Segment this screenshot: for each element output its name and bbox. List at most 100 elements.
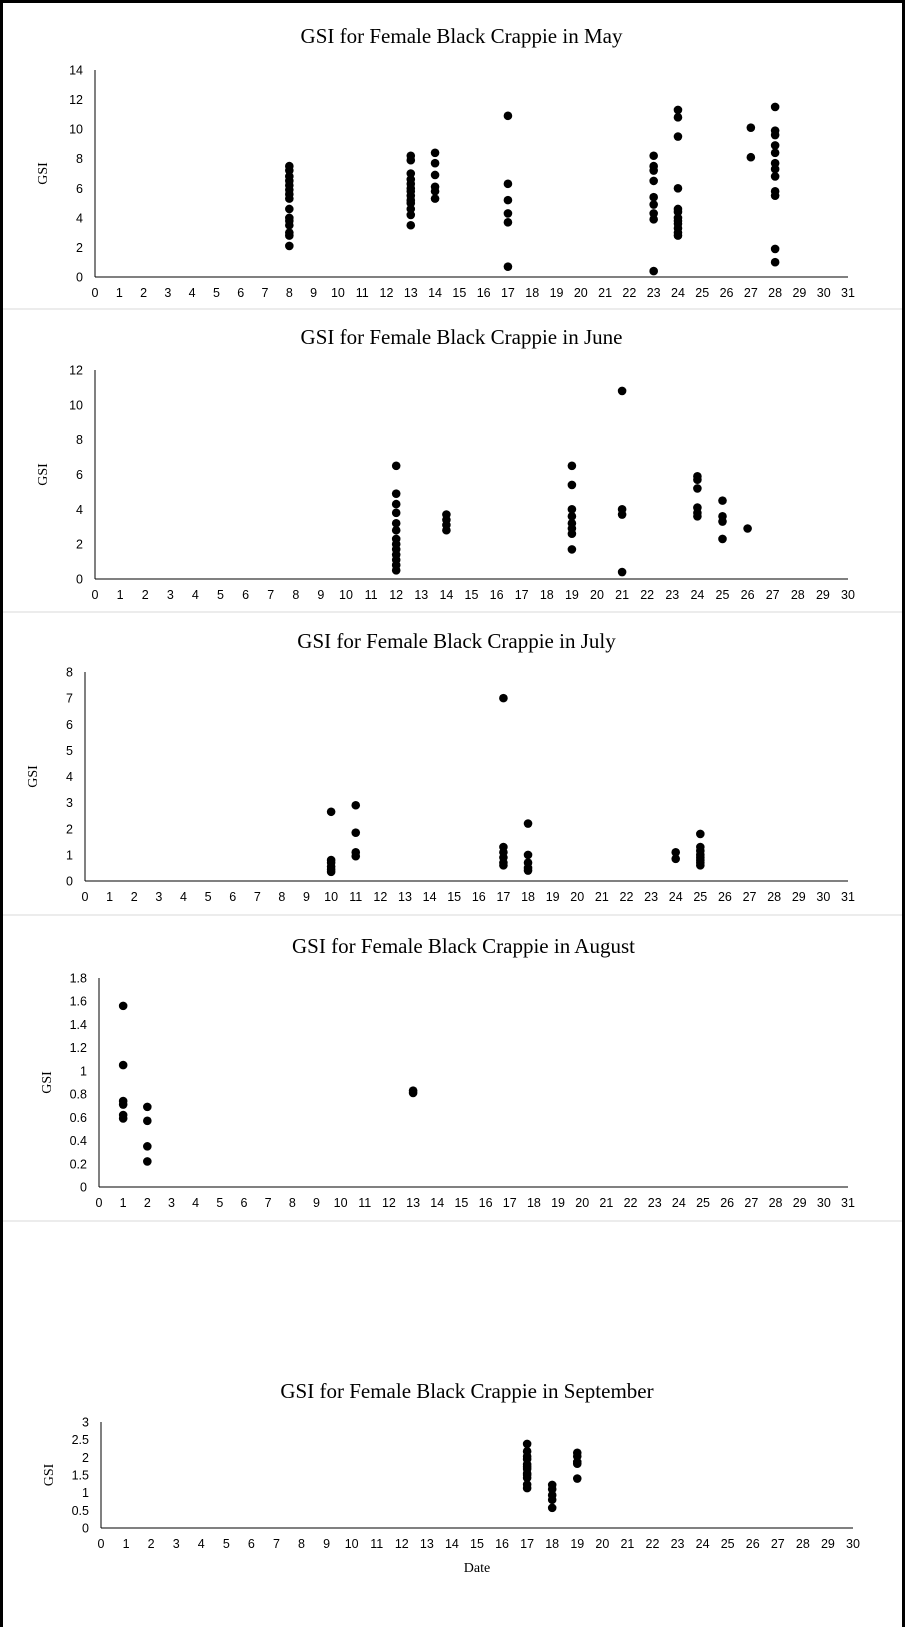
x-tick-label: 20 — [570, 890, 584, 904]
y-axis-label: GSI — [36, 162, 51, 185]
data-point — [430, 148, 440, 158]
data-point — [391, 525, 401, 535]
data-point — [326, 867, 336, 877]
x-tick-label: 17 — [515, 588, 529, 602]
x-tick-label: 31 — [841, 1196, 855, 1210]
chart-title: GSI for Female Black Crappie in June — [301, 325, 623, 349]
x-tick-label: 5 — [223, 1537, 230, 1551]
data-point — [693, 475, 702, 485]
x-tick-label: 9 — [313, 1196, 320, 1210]
data-point — [572, 1459, 582, 1468]
x-tick-label: 23 — [648, 1196, 662, 1210]
data-point — [351, 828, 361, 837]
x-tick-label: 6 — [240, 1196, 247, 1210]
chart-panel-2: GSI for Female Black Crappie in June0246… — [3, 308, 902, 602]
data-point — [503, 179, 513, 189]
data-point — [547, 1495, 557, 1505]
x-tick-label: 28 — [796, 1537, 810, 1551]
x-tick-label: 15 — [465, 588, 479, 602]
x-tick-label: 19 — [546, 890, 560, 904]
data-point — [567, 480, 577, 490]
x-tick-label: 26 — [720, 1196, 734, 1210]
x-tick-label: 4 — [192, 1196, 199, 1210]
x-tick-label: 15 — [454, 1196, 468, 1210]
x-tick-label: 1 — [123, 1537, 130, 1551]
y-tick-label: 1.4 — [70, 1018, 87, 1032]
data-point — [617, 386, 627, 396]
y-tick-label: 0.5 — [72, 1504, 89, 1518]
data-point — [503, 111, 513, 121]
x-tick-label: 23 — [647, 286, 661, 300]
y-tick-label: 2.5 — [72, 1433, 89, 1447]
x-tick-label: 25 — [693, 890, 707, 904]
y-axis-label: GSI — [36, 463, 51, 486]
x-tick-label: 27 — [744, 286, 758, 300]
x-tick-label: 12 — [395, 1537, 409, 1551]
chart-panel-4: GSI for Female Black Crappie in August00… — [3, 914, 902, 1210]
x-tick-label: 1 — [117, 588, 124, 602]
x-tick-label: 17 — [503, 1196, 517, 1210]
chart-title: GSI for Female Black Crappie in Septembe… — [280, 1379, 653, 1403]
x-tick-label: 23 — [644, 890, 658, 904]
x-tick-label: 24 — [696, 1537, 710, 1551]
data-point — [746, 123, 756, 132]
data-point — [523, 850, 533, 860]
x-tick-label: 20 — [590, 588, 604, 602]
data-point — [770, 164, 780, 174]
x-tick-label: 0 — [98, 1537, 105, 1551]
x-tick-label: 17 — [501, 286, 515, 300]
data-point — [391, 489, 401, 498]
x-tick-label: 14 — [445, 1537, 459, 1551]
chart-panel-1: GSI for Female Black Crappie in May02468… — [36, 24, 855, 300]
data-point — [285, 166, 294, 175]
y-tick-label: 7 — [66, 692, 73, 706]
x-tick-label: 8 — [298, 1537, 305, 1551]
x-tick-label: 28 — [769, 1196, 783, 1210]
data-point — [351, 800, 361, 810]
data-point — [430, 170, 440, 180]
x-tick-label: 2 — [144, 1196, 151, 1210]
x-tick-label: 2 — [131, 890, 138, 904]
data-point — [503, 217, 513, 227]
x-tick-label: 13 — [404, 286, 418, 300]
data-point — [718, 517, 727, 526]
data-point — [572, 1474, 582, 1483]
x-tick-label: 4 — [198, 1537, 205, 1551]
x-tick-label: 26 — [720, 286, 734, 300]
x-tick-label: 11 — [356, 286, 369, 300]
x-tick-label: 11 — [365, 588, 378, 602]
data-point — [770, 191, 780, 200]
data-point — [523, 819, 533, 828]
y-axis-label: GSI — [40, 1071, 55, 1094]
x-tick-label: 0 — [92, 588, 99, 602]
y-tick-label: 10 — [69, 123, 83, 137]
data-point — [408, 1088, 418, 1098]
x-tick-label: 4 — [192, 588, 199, 602]
x-tick-label: 5 — [213, 286, 220, 300]
y-tick-label: 0.6 — [70, 1111, 87, 1125]
data-point — [406, 198, 416, 208]
x-tick-label: 8 — [292, 588, 299, 602]
x-tick-label: 16 — [479, 1196, 493, 1210]
x-tick-label: 7 — [254, 890, 261, 904]
data-point — [499, 693, 508, 703]
y-tick-label: 4 — [76, 503, 83, 517]
data-point — [442, 525, 451, 535]
x-tick-label: 10 — [324, 890, 338, 904]
data-point — [567, 545, 577, 554]
data-point — [617, 510, 627, 519]
x-tick-label: 15 — [447, 890, 461, 904]
y-tick-label: 4 — [76, 211, 83, 225]
x-tick-label: 5 — [216, 1196, 223, 1210]
data-point — [430, 194, 440, 203]
y-tick-label: 12 — [69, 93, 83, 107]
x-tick-label: 27 — [743, 890, 757, 904]
x-tick-label: 12 — [382, 1196, 396, 1210]
y-tick-label: 1 — [66, 848, 73, 862]
y-tick-label: 2 — [66, 822, 73, 836]
y-tick-label: 0 — [82, 1522, 89, 1536]
x-tick-label: 27 — [766, 588, 780, 602]
data-point — [499, 861, 508, 870]
x-tick-label: 9 — [323, 1537, 330, 1551]
x-tick-label: 27 — [771, 1537, 785, 1551]
